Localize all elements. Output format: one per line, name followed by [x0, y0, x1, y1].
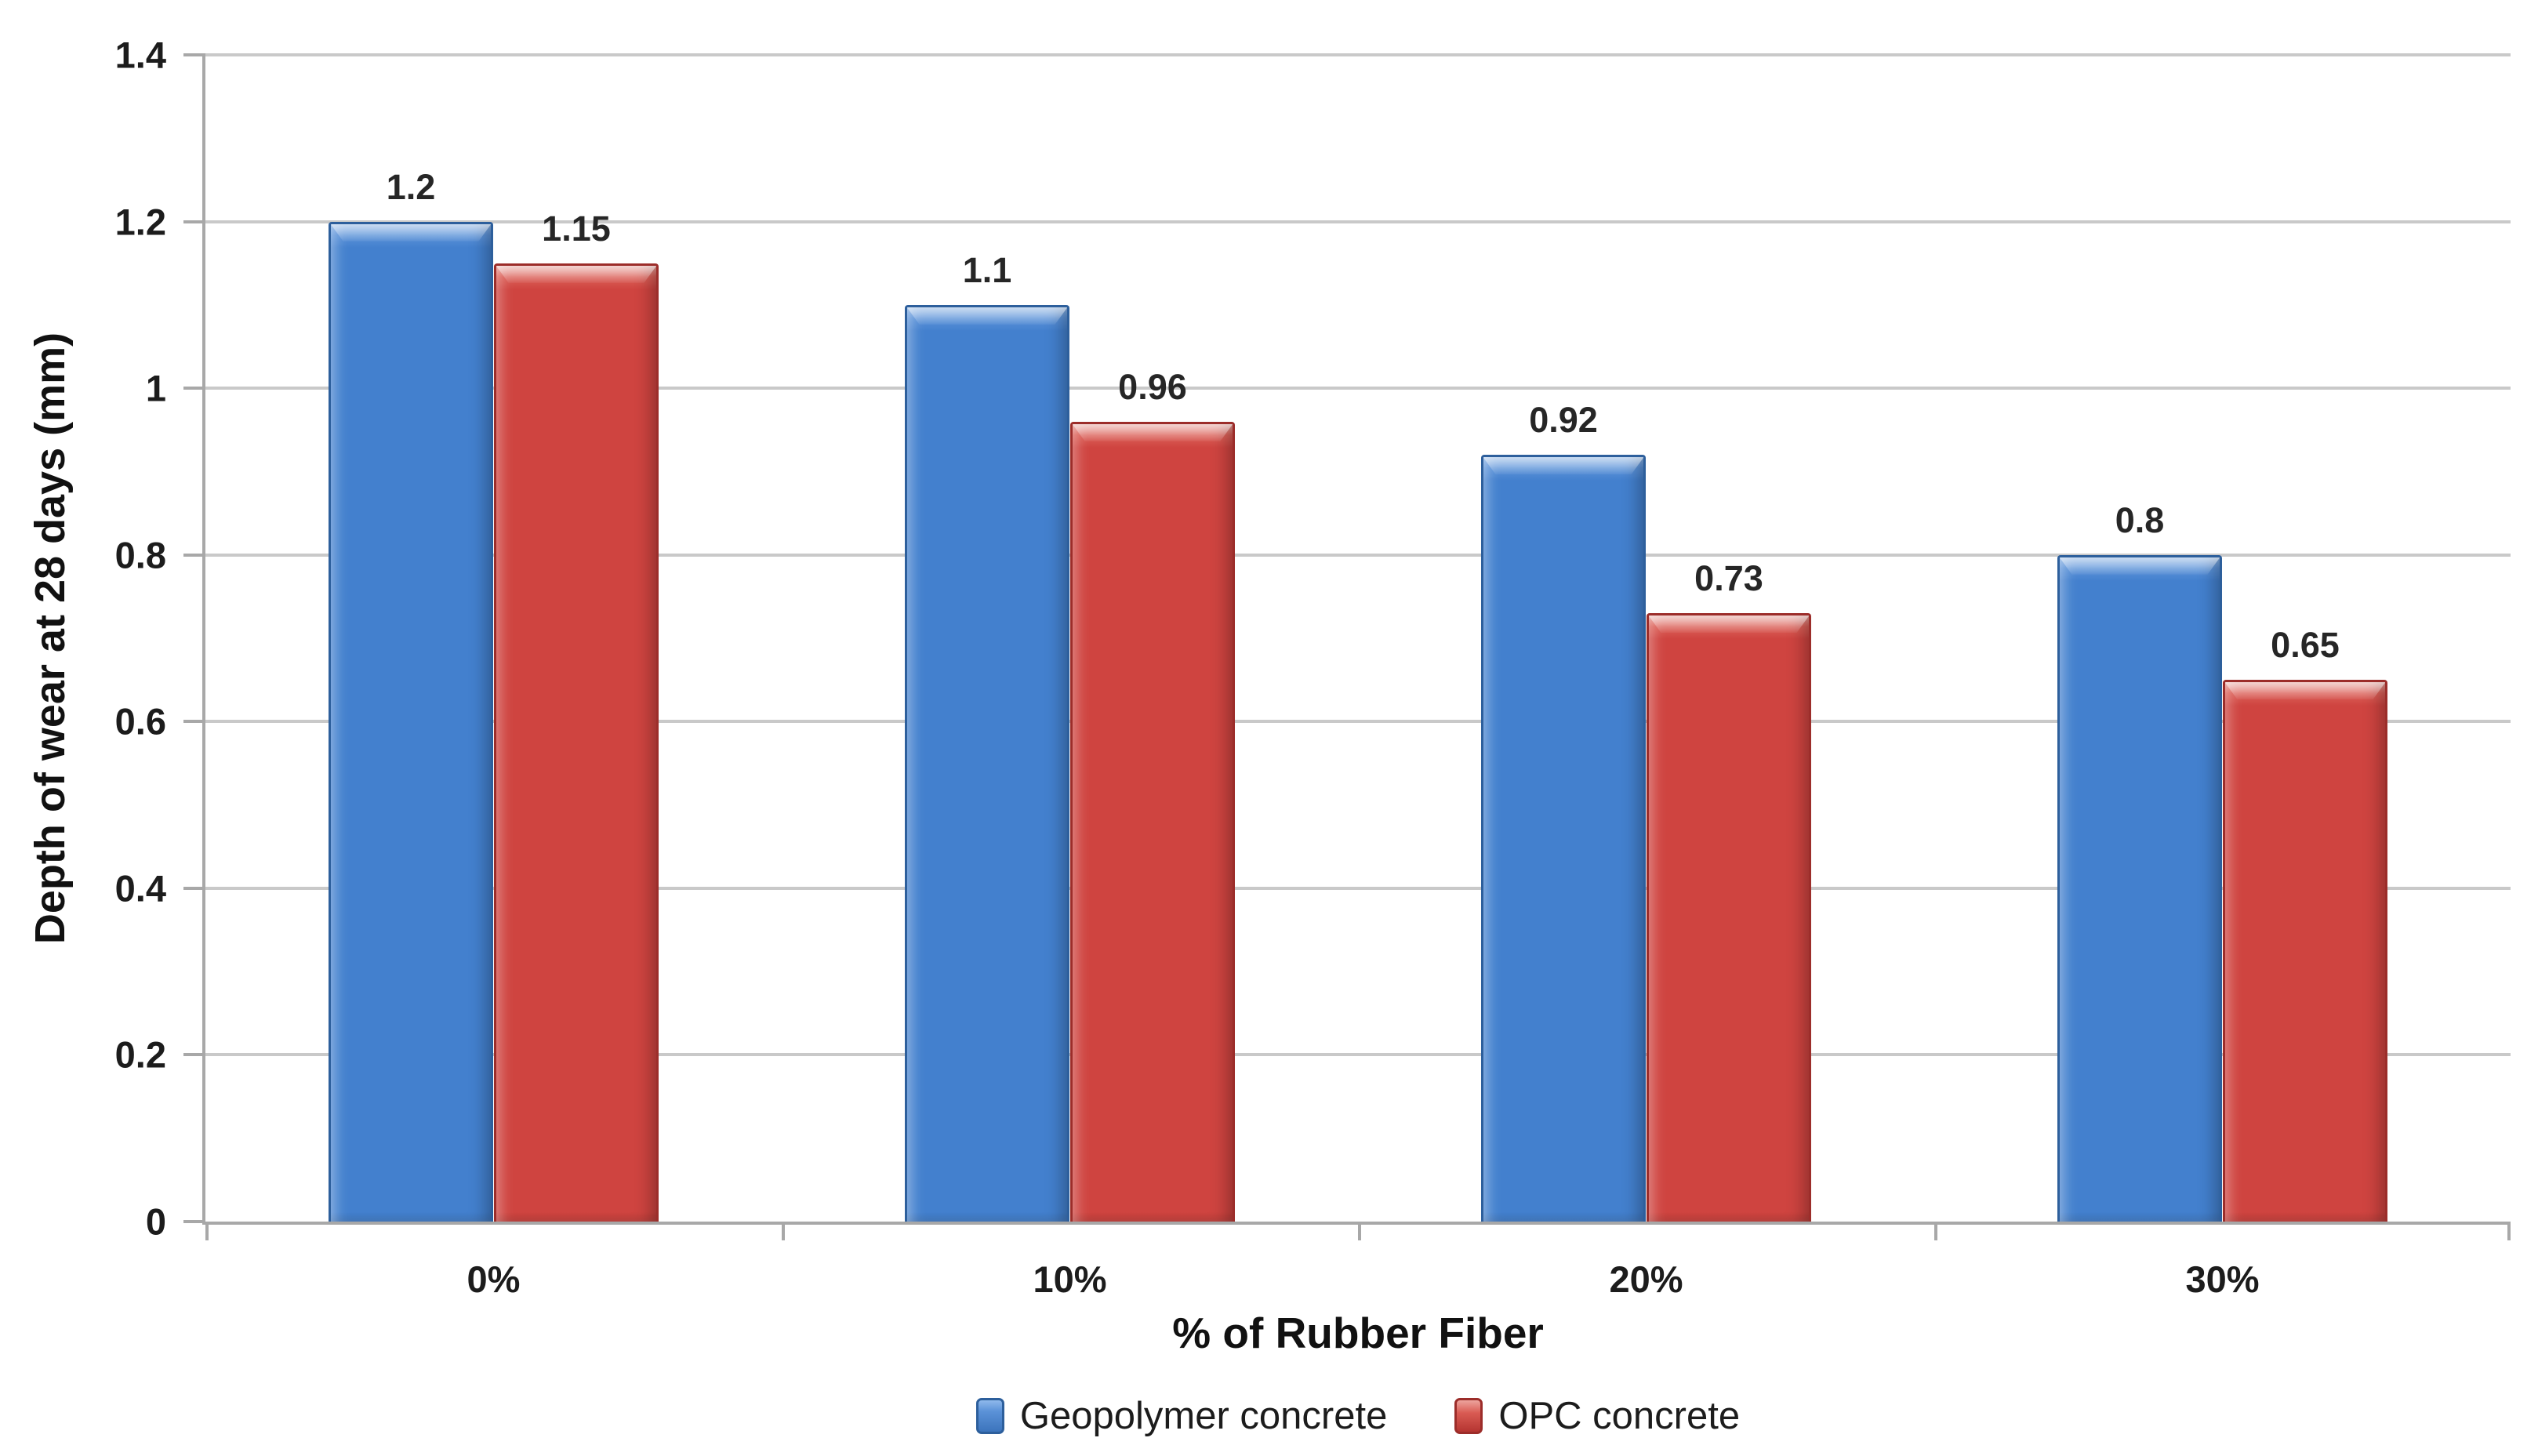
bar-bevel-highlight: [331, 224, 492, 241]
bar-bevel-highlight: [2060, 557, 2220, 575]
bar-opc-30%: [2222, 680, 2388, 1222]
y-tick-label: 1.2: [114, 201, 166, 243]
y-tick-label: 1: [145, 367, 166, 409]
y-axis-tick: [183, 387, 205, 390]
x-axis-tick: [782, 1222, 785, 1240]
y-axis-title: Depth of wear at 28 days (mm): [27, 332, 74, 945]
bar-geopolymer-20%: [1480, 455, 1647, 1222]
y-tick-label: 0.4: [114, 867, 166, 910]
bar-opc-0%: [493, 263, 659, 1222]
bar-bevel-highlight: [1483, 457, 1644, 474]
y-tick-label: 0.8: [114, 534, 166, 576]
gridline: [205, 720, 2511, 724]
bar-value-label: 1.2: [386, 166, 436, 207]
y-tick-label: 0.2: [114, 1033, 166, 1076]
gridline: [205, 553, 2511, 557]
y-axis-line: [202, 53, 205, 1225]
bar-value-label: 1.1: [962, 249, 1012, 290]
bar-opc-20%: [1646, 613, 1812, 1222]
plot-area: 0 0.2 0.4 0.6 0.8 1 1.2 1.4 0% 1.2 1.15 10% 1.1 0.96 2…: [115, 34, 2511, 1300]
bar-bevel-highlight: [907, 307, 1068, 325]
x-axis-line: [202, 1222, 2511, 1225]
legend-label: OPC concrete: [1498, 1395, 1741, 1437]
y-axis-tick: [183, 1053, 205, 1057]
x-axis-tick: [205, 1222, 209, 1240]
legend-swatch-blue-icon: [975, 1398, 1004, 1434]
y-axis-tick: [183, 220, 205, 223]
bar-opc-10%: [1069, 421, 1236, 1222]
y-axis-tick: [183, 553, 205, 557]
bar-value-label: 0.73: [1694, 558, 1763, 599]
bar-value-label: 0.65: [2271, 625, 2340, 666]
y-tick-label: 1.4: [114, 34, 166, 76]
legend: Geopolymer concrete OPC concrete: [205, 1394, 2511, 1438]
bar-bevel-highlight: [1649, 615, 1810, 633]
y-axis-tick: [183, 886, 205, 890]
y-axis-tick: [183, 720, 205, 724]
legend-item-opc: OPC concrete: [1454, 1394, 1740, 1438]
legend-item-geopolymer: Geopolymer concrete: [975, 1394, 1388, 1438]
bar-value-label: 0.8: [2115, 499, 2165, 540]
bar-value-label: 0.96: [1118, 366, 1187, 407]
bar-bevel-highlight: [1073, 424, 1233, 441]
x-category-label: 30%: [2185, 1258, 2260, 1300]
y-axis-tick: [183, 1220, 205, 1223]
x-axis-tick: [1934, 1222, 1937, 1240]
bar-bevel-highlight: [2225, 682, 2386, 699]
bar-value-label: 1.15: [542, 208, 611, 249]
y-axis-tick: [183, 53, 205, 56]
bar-geopolymer-0%: [328, 221, 494, 1222]
x-axis-title: % of Rubber Fiber: [1172, 1309, 1544, 1357]
y-tick-label: 0.6: [114, 700, 166, 743]
legend-swatch-red-icon: [1454, 1398, 1483, 1434]
x-axis-tick: [2507, 1222, 2511, 1240]
x-axis-tick: [1358, 1222, 1361, 1240]
gridline: [205, 1053, 2511, 1057]
x-category-label: 0%: [467, 1258, 521, 1300]
gridline: [205, 387, 2511, 390]
bar-value-label: 0.92: [1529, 400, 1598, 441]
bar-geopolymer-10%: [904, 304, 1070, 1222]
bar-geopolymer-30%: [2057, 554, 2223, 1222]
gridline: [205, 886, 2511, 890]
gridline: [205, 53, 2511, 56]
bar-bevel-highlight: [496, 266, 657, 283]
gridline: [205, 220, 2511, 223]
legend-label: Geopolymer concrete: [1019, 1395, 1388, 1437]
x-category-label: 20%: [1609, 1258, 1683, 1300]
y-tick-label: 0: [145, 1200, 166, 1243]
x-category-label: 10%: [1033, 1258, 1107, 1300]
